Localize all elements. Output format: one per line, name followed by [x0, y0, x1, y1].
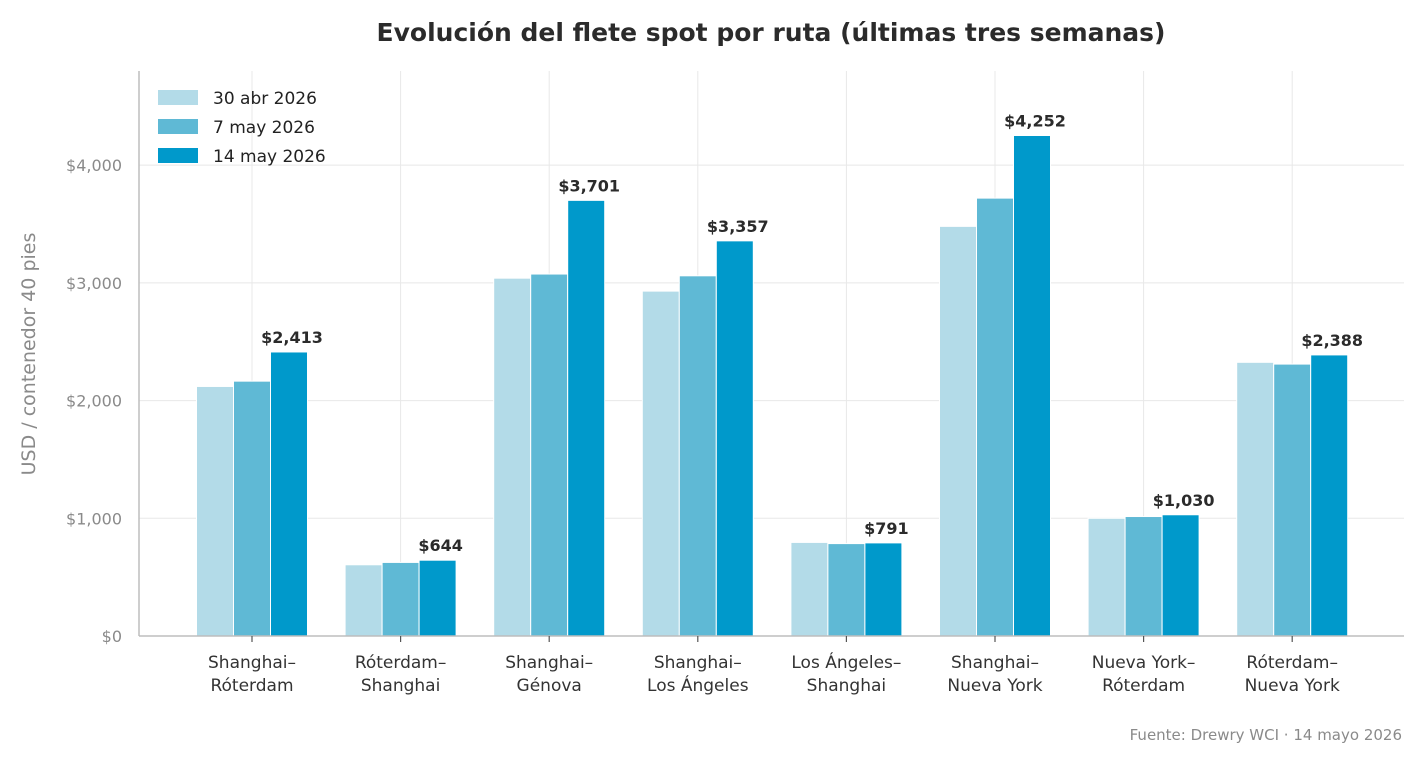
bar — [1013, 135, 1051, 637]
x-tick-labels: Shanghai– Róterdam Róterdam– Shanghai Shangh… — [208, 651, 1340, 696]
y-tick-label: $0 — [102, 627, 122, 646]
bar — [344, 564, 383, 637]
bar — [270, 351, 308, 637]
x-tick-label: Shanghai– Los Ángeles — [647, 653, 749, 696]
y-tick-labels: $0 $1,000 $2,000 $3,000 $4,000 — [66, 156, 122, 646]
bar — [827, 543, 866, 637]
grid — [139, 71, 1404, 636]
bar — [1161, 514, 1200, 637]
data-label: $2,388 — [1301, 331, 1363, 350]
chart-title: Evolución del flete spot por ruta (últim… — [377, 18, 1166, 47]
bar — [1273, 363, 1312, 637]
data-label: $644 — [418, 536, 463, 555]
data-label: $2,413 — [261, 328, 323, 347]
data-labels: $2,413 $644 $3,701 $3,357 $791 $4,252 $1,030 $2… — [261, 112, 1363, 556]
x-tick-label: Róterdam– Nueva York — [1245, 653, 1340, 696]
x-tick-label: Róterdam– Shanghai — [355, 653, 447, 696]
legend-swatch — [158, 119, 198, 134]
bar — [678, 275, 717, 637]
bar — [1310, 354, 1349, 637]
x-tick-label: Shanghai– Nueva York — [947, 653, 1042, 696]
y-tick-label: $1,000 — [66, 509, 122, 528]
bar — [418, 559, 457, 637]
x-tick-label: Nueva York– Róterdam — [1092, 653, 1196, 696]
data-label: $3,701 — [558, 176, 620, 195]
bar — [1087, 517, 1126, 637]
legend-swatch — [158, 148, 198, 163]
bar — [493, 277, 532, 637]
bar — [864, 542, 903, 637]
bar — [1236, 361, 1275, 637]
bar — [567, 199, 606, 637]
bar — [790, 541, 829, 637]
bar — [233, 380, 271, 637]
x-tick-label: Shanghai– Génova — [505, 653, 593, 696]
legend-label: 30 abr 2026 — [213, 89, 317, 109]
data-label: $3,357 — [707, 217, 769, 236]
x-tick-label: Shanghai– Róterdam — [208, 653, 296, 696]
legend-swatch — [158, 90, 198, 105]
bar — [641, 290, 680, 637]
source-note: Fuente: Drewry WCI · 14 mayo 2026 — [1130, 726, 1402, 744]
bar — [976, 197, 1014, 637]
x-tick-label: Los Ángeles– Shanghai — [791, 651, 901, 696]
legend-label: 7 may 2026 — [213, 118, 315, 138]
data-label: $791 — [864, 519, 909, 538]
y-tick-label: $4,000 — [66, 156, 122, 175]
bar — [1124, 516, 1163, 637]
bar — [715, 240, 754, 637]
bar — [381, 561, 420, 637]
axes — [138, 71, 1404, 642]
bar — [196, 385, 234, 637]
data-label: $1,030 — [1153, 491, 1215, 510]
y-axis-label: USD / contenedor 40 pies — [18, 233, 40, 476]
legend: 30 abr 2026 7 may 2026 14 may 2026 — [158, 89, 326, 167]
bar — [530, 273, 569, 637]
y-tick-label: $2,000 — [66, 392, 122, 411]
bar — [939, 225, 977, 637]
legend-label: 14 may 2026 — [213, 147, 326, 167]
y-tick-label: $3,000 — [66, 274, 122, 293]
bars — [196, 135, 1349, 637]
data-label: $4,252 — [1004, 112, 1066, 131]
